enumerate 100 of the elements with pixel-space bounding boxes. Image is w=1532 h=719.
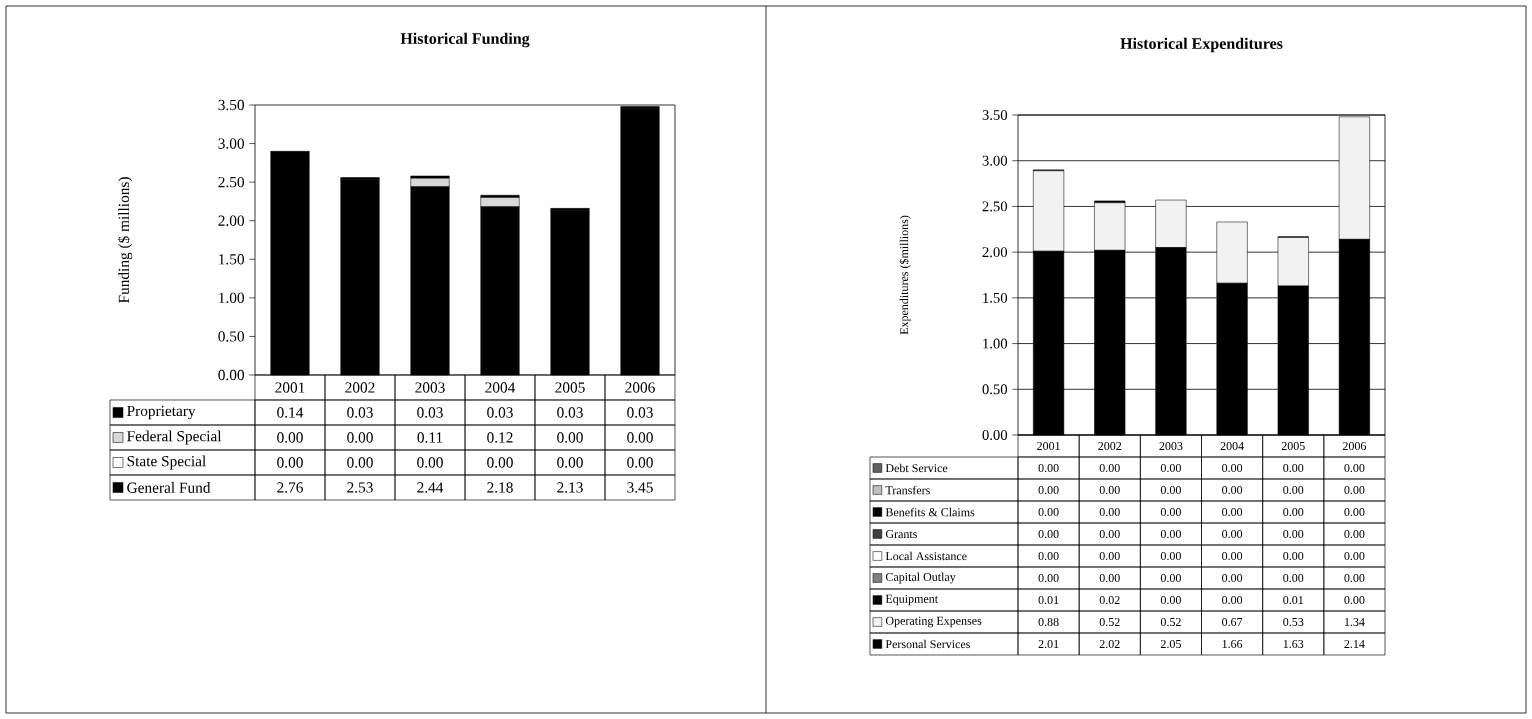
data-label: 1.63 xyxy=(1283,639,1304,649)
chart-title: Historical Expenditures xyxy=(1120,37,1283,53)
data-label: 2.02 xyxy=(1099,639,1120,649)
data-label: 0.00 xyxy=(627,432,653,443)
data-label: 0.01 xyxy=(1038,595,1059,605)
data-label: 1.66 xyxy=(1222,639,1243,649)
y-tick-label: 3.50 xyxy=(982,110,1008,120)
data-label: 2.13 xyxy=(557,482,583,493)
y-tick-label: 2.00 xyxy=(218,215,245,226)
y-tick-label: 0.00 xyxy=(218,369,245,381)
data-label: 1.34 xyxy=(1344,617,1365,627)
data-label: 0.00 xyxy=(1099,507,1120,517)
data-label: 0.00 xyxy=(1283,507,1304,517)
x-tick-label: 2003 xyxy=(415,382,445,393)
data-label: 2.05 xyxy=(1160,639,1181,649)
data-label: 0.00 xyxy=(1344,529,1365,539)
y-tick-label: 3.00 xyxy=(982,155,1008,166)
data-label: 0.00 xyxy=(1038,507,1059,517)
data-label: 2.01 xyxy=(1038,639,1059,649)
x-tick-label: 2004 xyxy=(1220,441,1244,451)
data-label: 0.00 xyxy=(1099,463,1120,473)
data-label: 0.03 xyxy=(347,407,373,418)
x-tick-label: 2001 xyxy=(1037,441,1060,451)
data-label: 0.00 xyxy=(1283,529,1304,539)
y-axis-title: Funding ($ millions) xyxy=(117,177,133,304)
y-tick-label: 1.00 xyxy=(219,292,245,304)
data-label: 0.52 xyxy=(1160,617,1181,627)
x-tick-label: 2004 xyxy=(485,382,516,393)
data-label: 0.00 xyxy=(1038,529,1059,539)
data-label: 0.00 xyxy=(1099,551,1120,561)
y-tick-label: 3.00 xyxy=(218,138,245,149)
data-label: 0.02 xyxy=(1099,595,1120,605)
data-label: 0.53 xyxy=(1283,617,1304,627)
data-label: 0.00 xyxy=(1283,551,1304,561)
data-label: 0.00 xyxy=(1222,573,1243,583)
data-label: 0.00 xyxy=(1160,507,1181,517)
data-label: 0.03 xyxy=(627,407,653,418)
data-label: 2.18 xyxy=(487,482,513,493)
data-label: 0.00 xyxy=(1344,507,1365,517)
data-label: 0.00 xyxy=(1099,573,1120,583)
x-tick-label: 2002 xyxy=(1098,441,1122,451)
legend-label: General Fund xyxy=(127,482,211,493)
data-label: 0.00 xyxy=(1038,573,1059,583)
legend-label: Local Assistance xyxy=(885,551,967,561)
data-label: 2.53 xyxy=(347,482,373,493)
data-label: 0.11 xyxy=(417,432,443,443)
data-label: 0.01 xyxy=(1283,595,1304,605)
data-label: 0.00 xyxy=(487,457,513,468)
data-label: 0.88 xyxy=(1038,617,1059,627)
x-tick-label: 2005 xyxy=(555,382,585,393)
legend-label: Benefits & Claims xyxy=(885,507,975,517)
data-label: 0.52 xyxy=(1099,617,1120,627)
y-tick-label: 0.50 xyxy=(218,331,245,342)
data-label: 0.00 xyxy=(277,432,303,443)
data-label: 0.00 xyxy=(1222,529,1243,539)
data-label: 0.00 xyxy=(1283,463,1304,473)
data-label: 0.00 xyxy=(347,457,373,468)
data-label: 0.03 xyxy=(417,407,443,418)
legend-label: Operating Expenses xyxy=(885,616,982,628)
y-tick-label: 2.50 xyxy=(982,201,1008,212)
data-label: 0.00 xyxy=(1344,485,1365,495)
data-label: 0.00 xyxy=(557,457,583,468)
legend-label: Grants xyxy=(885,529,917,539)
data-label: 0.00 xyxy=(1038,463,1059,473)
data-label: 0.00 xyxy=(1344,573,1365,583)
data-label: 0.67 xyxy=(1222,617,1243,627)
data-label: 0.14 xyxy=(277,407,304,418)
data-label: 0.00 xyxy=(1283,573,1304,583)
data-label: 3.45 xyxy=(627,482,653,493)
data-label: 0.00 xyxy=(1222,463,1243,473)
y-tick-label: 2.00 xyxy=(982,247,1008,258)
y-tick-label: 0.50 xyxy=(982,384,1008,395)
y-tick-label: 3.50 xyxy=(218,99,245,111)
chart-title: Historical Funding xyxy=(400,32,530,48)
y-tick-label: 1.50 xyxy=(219,254,245,265)
data-label: 0.03 xyxy=(557,407,583,418)
data-label: 0.00 xyxy=(1222,485,1243,495)
data-label: 0.00 xyxy=(1283,485,1304,495)
legend-label: Debt Service xyxy=(885,463,948,473)
data-label: 0.00 xyxy=(1160,529,1181,539)
y-tick-label: 1.50 xyxy=(983,292,1008,303)
data-label: 0.00 xyxy=(1160,485,1181,495)
data-label: 0.00 xyxy=(627,457,653,468)
legend-label: Equipment xyxy=(885,594,938,606)
data-label: 2.76 xyxy=(277,482,303,493)
y-tick-label: 0.00 xyxy=(982,430,1008,440)
data-label: 0.00 xyxy=(1160,463,1181,473)
data-label: 0.03 xyxy=(487,407,513,418)
x-tick-label: 2001 xyxy=(275,382,305,393)
legend-label: State Special xyxy=(127,455,206,470)
y-axis-title: Expenditures ($millions) xyxy=(899,215,911,335)
data-label: 0.00 xyxy=(347,432,373,443)
data-label: 0.00 xyxy=(557,432,583,443)
data-label: 0.00 xyxy=(277,457,303,468)
data-label: 2.44 xyxy=(417,482,444,493)
legend-label: Transfers xyxy=(885,485,930,495)
y-tick-label: 2.50 xyxy=(218,176,245,188)
data-label: 2.14 xyxy=(1344,639,1365,649)
data-label: 0.00 xyxy=(1038,551,1059,561)
data-label: 0.00 xyxy=(1222,595,1243,605)
